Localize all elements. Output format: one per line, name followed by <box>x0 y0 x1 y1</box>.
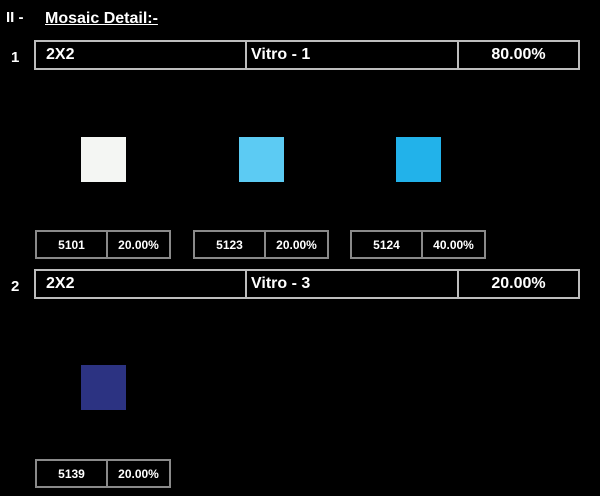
tile-swatch <box>81 365 126 410</box>
tile-code-box: 5124 40.00% <box>350 230 486 259</box>
mosaic-size: 2X2 <box>36 271 247 297</box>
tile-code-box: 5123 20.00% <box>193 230 329 259</box>
tile-code-box: 5139 20.00% <box>35 459 171 488</box>
tile-code: 5101 <box>37 232 108 257</box>
section-number: II - <box>6 9 24 26</box>
tile-percent: 40.00% <box>433 237 474 252</box>
mosaic-size: 2X2 <box>36 42 247 68</box>
mosaic-percent: 80.00% <box>491 46 546 63</box>
mosaic-header-row: 2X2 Vitro - 1 80.00% <box>34 40 580 70</box>
tile-percent: 20.00% <box>118 237 159 252</box>
tile-percent: 20.00% <box>118 466 159 481</box>
mosaic-header-row: 2X2 Vitro - 3 20.00% <box>34 269 580 299</box>
row-index: 2 <box>11 278 20 295</box>
tile-swatch <box>239 137 284 182</box>
mosaic-name: Vitro - 1 <box>247 42 459 68</box>
tile-percent: 20.00% <box>276 237 317 252</box>
mosaic-percent: 20.00% <box>491 275 546 292</box>
tile-code: 5139 <box>37 461 108 486</box>
tile-swatch <box>396 137 441 182</box>
tile-code: 5124 <box>352 232 423 257</box>
tile-code-box: 5101 20.00% <box>35 230 171 259</box>
tile-swatch <box>81 137 126 182</box>
row-index: 1 <box>11 49 20 66</box>
section-title: Mosaic Detail:- <box>45 10 158 27</box>
tile-code: 5123 <box>195 232 266 257</box>
mosaic-name: Vitro - 3 <box>247 271 459 297</box>
